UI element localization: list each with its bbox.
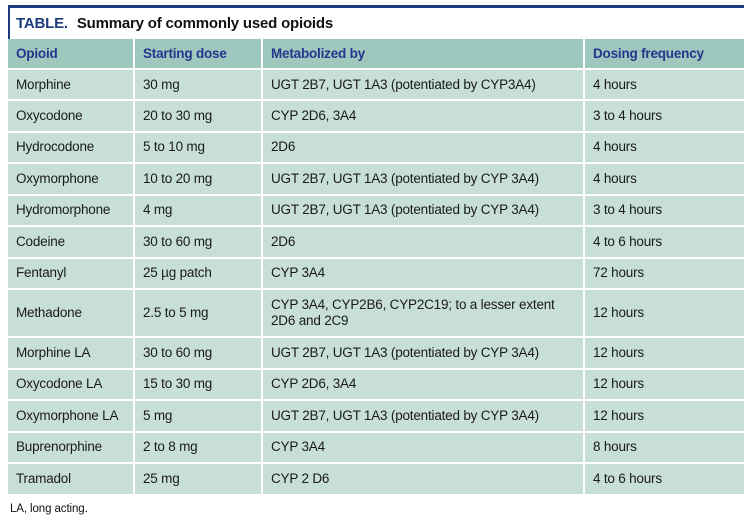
cell-metabolized-by: UGT 2B7, UGT 1A3 (potentiated by CYP 3A4… — [261, 399, 585, 433]
table-row: Hydromorphone 4 mg UGT 2B7, UGT 1A3 (pot… — [8, 193, 744, 228]
cell-dosing-frequency: 72 hours — [583, 256, 744, 291]
cell-starting-dose: 15 to 30 mg — [133, 367, 263, 402]
table-title-label: TABLE. — [16, 15, 68, 32]
cell-opioid: Oxymorphone LA — [8, 399, 135, 433]
cell-metabolized-by: 2D6 — [261, 225, 585, 259]
cell-dosing-frequency: 3 to 4 hours — [583, 99, 744, 133]
cell-metabolized-by: UGT 2B7, UGT 1A3 (potentiated by CYP 3A4… — [261, 193, 585, 228]
cell-metabolized-by: UGT 2B7, UGT 1A3 (potentiated by CYP 3A4… — [261, 162, 585, 196]
cell-dosing-frequency: 4 hours — [583, 67, 744, 102]
cell-starting-dose: 4 mg — [133, 193, 263, 228]
cell-starting-dose: 20 to 30 mg — [133, 99, 263, 133]
cell-opioid: Morphine LA — [8, 336, 135, 370]
cell-starting-dose: 5 mg — [133, 399, 263, 433]
cell-starting-dose: 30 mg — [133, 67, 263, 102]
table-footnote: LA, long acting. — [8, 495, 744, 521]
column-header-opioid: Opioid — [8, 39, 135, 70]
cell-dosing-frequency: 12 hours — [583, 399, 744, 433]
cell-opioid: Hydrocodone — [8, 130, 135, 165]
cell-starting-dose: 2 to 8 mg — [133, 430, 263, 465]
cell-opioid: Oxycodone LA — [8, 367, 135, 402]
cell-dosing-frequency: 12 hours — [583, 367, 744, 402]
cell-dosing-frequency: 12 hours — [583, 336, 744, 370]
cell-dosing-frequency: 3 to 4 hours — [583, 193, 744, 228]
table-row: Morphine 30 mg UGT 2B7, UGT 1A3 (potenti… — [8, 67, 744, 102]
cell-metabolized-by: CYP 2D6, 3A4 — [261, 99, 585, 133]
table-row: Codeine 30 to 60 mg 2D6 4 to 6 hours — [8, 225, 744, 259]
table-row: Oxymorphone LA 5 mg UGT 2B7, UGT 1A3 (po… — [8, 399, 744, 433]
table-row: Fentanyl 25 µg patch CYP 3A4 72 hours — [8, 256, 744, 291]
table-row: Hydrocodone 5 to 10 mg 2D6 4 hours — [8, 130, 744, 165]
cell-metabolized-by: CYP 3A4 — [261, 256, 585, 291]
table-body: Morphine 30 mg UGT 2B7, UGT 1A3 (potenti… — [8, 67, 744, 496]
cell-metabolized-by: UGT 2B7, UGT 1A3 (potentiated by CYP3A4) — [261, 67, 585, 102]
cell-starting-dose: 10 to 20 mg — [133, 162, 263, 196]
column-header-metabolized-by: Metabolized by — [261, 39, 585, 70]
cell-dosing-frequency: 12 hours — [583, 288, 744, 339]
cell-metabolized-by: CYP 2 D6 — [261, 462, 585, 496]
cell-metabolized-by: UGT 2B7, UGT 1A3 (potentiated by CYP 3A4… — [261, 336, 585, 370]
cell-starting-dose: 30 to 60 mg — [133, 336, 263, 370]
column-header-starting-dose: Starting dose — [133, 39, 263, 70]
table-row: Oxymorphone 10 to 20 mg UGT 2B7, UGT 1A3… — [8, 162, 744, 196]
cell-opioid: Oxymorphone — [8, 162, 135, 196]
cell-starting-dose: 30 to 60 mg — [133, 225, 263, 259]
cell-dosing-frequency: 4 to 6 hours — [583, 225, 744, 259]
table-header-row: Opioid Starting dose Metabolized by Dosi… — [8, 39, 744, 70]
cell-opioid: Buprenorphine — [8, 430, 135, 465]
table-row: Oxycodone 20 to 30 mg CYP 2D6, 3A4 3 to … — [8, 99, 744, 133]
cell-opioid: Methadone — [8, 288, 135, 339]
table-header: Opioid Starting dose Metabolized by Dosi… — [8, 39, 744, 70]
column-header-dosing-frequency: Dosing frequency — [583, 39, 744, 70]
table-title-text: Summary of commonly used opioids — [76, 15, 334, 32]
cell-opioid: Hydromorphone — [8, 193, 135, 228]
cell-dosing-frequency: 4 hours — [583, 162, 744, 196]
cell-metabolized-by: 2D6 — [261, 130, 585, 165]
cell-opioid: Codeine — [8, 225, 135, 259]
cell-metabolized-by: CYP 2D6, 3A4 — [261, 367, 585, 402]
cell-metabolized-by: CYP 3A4, CYP2B6, CYP2C19; to a lesser ex… — [261, 288, 585, 339]
opioid-table: Opioid Starting dose Metabolized by Dosi… — [8, 39, 744, 496]
cell-starting-dose: 25 µg patch — [133, 256, 263, 291]
table-row: Oxycodone LA 15 to 30 mg CYP 2D6, 3A4 12… — [8, 367, 744, 402]
cell-starting-dose: 25 mg — [133, 462, 263, 496]
cell-metabolized-by: CYP 3A4 — [261, 430, 585, 465]
cell-dosing-frequency: 4 to 6 hours — [583, 462, 744, 496]
cell-starting-dose: 2.5 to 5 mg — [133, 288, 263, 339]
cell-dosing-frequency: 4 hours — [583, 130, 744, 165]
table-row: Morphine LA 30 to 60 mg UGT 2B7, UGT 1A3… — [8, 336, 744, 370]
cell-opioid: Tramadol — [8, 462, 135, 496]
table-title: TABLE. Summary of commonly used opioids — [8, 8, 744, 39]
cell-opioid: Oxycodone — [8, 99, 135, 133]
table-row: Tramadol 25 mg CYP 2 D6 4 to 6 hours — [8, 462, 744, 496]
table-row: Buprenorphine 2 to 8 mg CYP 3A4 8 hours — [8, 430, 744, 465]
cell-opioid: Fentanyl — [8, 256, 135, 291]
cell-dosing-frequency: 8 hours — [583, 430, 744, 465]
table-card: TABLE. Summary of commonly used opioids … — [8, 5, 744, 521]
cell-opioid: Morphine — [8, 67, 135, 102]
cell-starting-dose: 5 to 10 mg — [133, 130, 263, 165]
table-row: Methadone 2.5 to 5 mg CYP 3A4, CYP2B6, C… — [8, 288, 744, 339]
